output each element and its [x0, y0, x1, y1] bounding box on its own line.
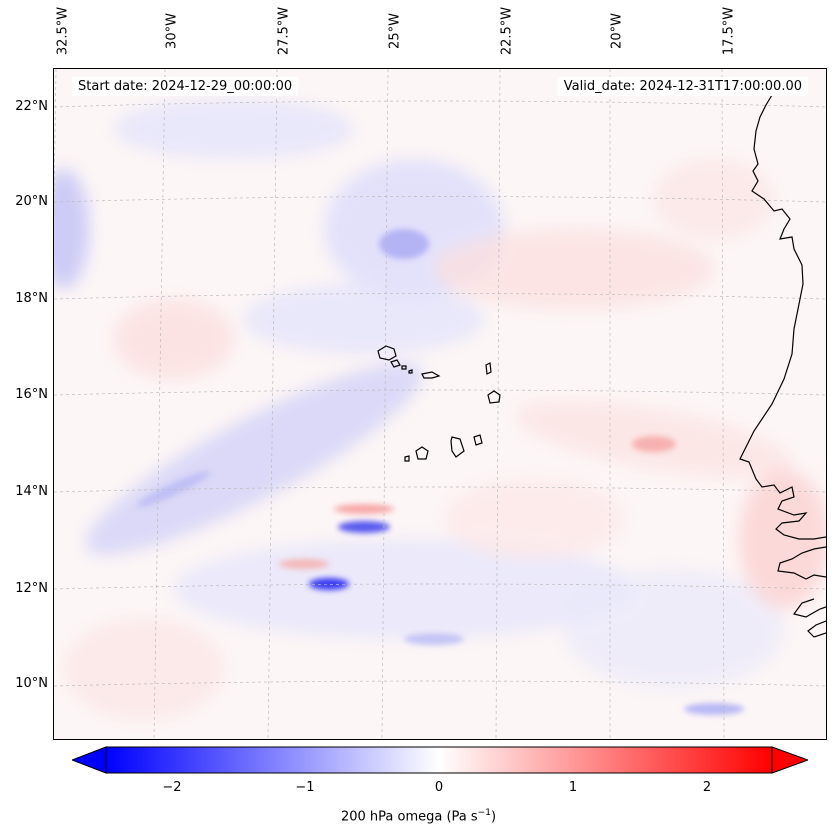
lon-label-25w: 25°W	[387, 13, 403, 49]
lat-label-12n: 12°N	[15, 581, 48, 596]
colorbar-tick-minus-1: −1	[295, 780, 315, 795]
lon-label-32-5w: 32.5°W	[55, 6, 71, 56]
start-date-label: Start date: 2024-12-29_00:00:00	[72, 77, 299, 96]
lat-label-14n: 14°N	[15, 484, 48, 499]
coastline-south	[777, 546, 826, 638]
colorbar-gradient	[105, 746, 773, 774]
graticule	[54, 69, 826, 739]
colorbar-tick-minus-2: −2	[162, 780, 182, 795]
omega-field	[54, 69, 826, 739]
colorbar-label: 200 hPa omega (Pa s−1)	[340, 808, 497, 825]
colorbar-tick-1: 1	[568, 780, 578, 795]
lon-label-30w: 30°W	[164, 13, 180, 49]
lon-label-27-5w: 27.5°W	[276, 6, 292, 56]
african-coastline	[739, 94, 826, 540]
colorbar-tick-0: 0	[434, 780, 444, 795]
colorbar-max-extend	[771, 746, 808, 774]
lat-label-10n: 10°N	[15, 676, 48, 691]
colorbar-tick-2: 2	[702, 780, 712, 795]
lat-label-20n: 20°N	[15, 194, 48, 209]
colorbar-min-extend	[72, 746, 107, 774]
lat-label-16n: 16°N	[15, 387, 48, 402]
lat-label-18n: 18°N	[15, 291, 48, 306]
lon-label-17-5w: 17.5°W	[721, 6, 737, 56]
lon-label-20w: 20°W	[609, 13, 625, 49]
cape-verde-islands	[377, 345, 501, 462]
omega-map: Start date: 2024-12-29_00:00:00 Valid_da…	[53, 68, 827, 740]
colorbar	[72, 746, 808, 774]
lon-label-22-5w: 22.5°W	[499, 6, 515, 56]
lat-label-22n: 22°N	[15, 99, 48, 114]
omega-fine-patches	[137, 229, 744, 715]
valid-date-label: Valid_date: 2024-12-31T17:00:00.00	[557, 77, 808, 96]
